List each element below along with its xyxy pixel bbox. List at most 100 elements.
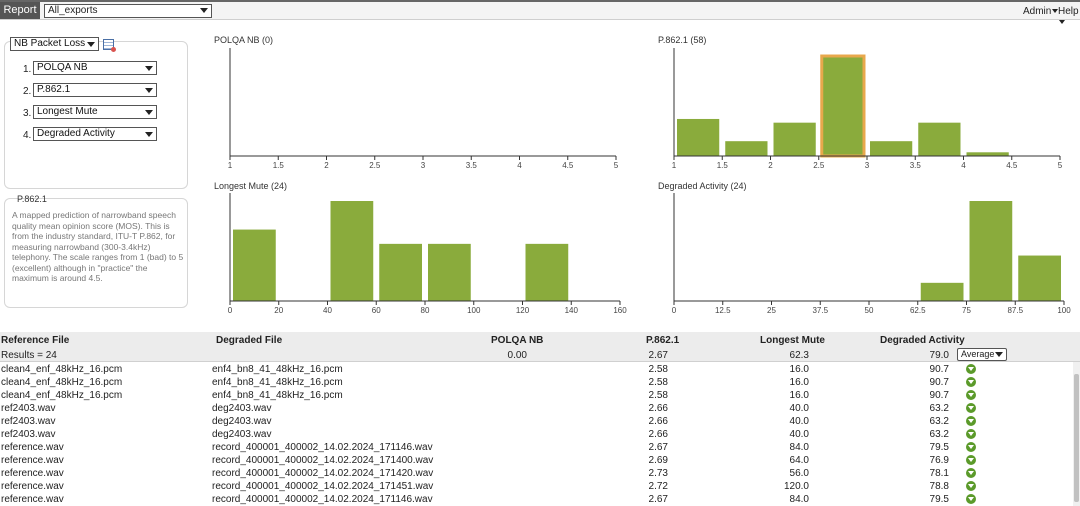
- cell-p862: 2.66: [648, 429, 668, 440]
- cell-p862: 2.67: [648, 442, 668, 453]
- download-arrow-icon[interactable]: [966, 403, 976, 413]
- table-row[interactable]: clean4_enf_48kHz_16.pcm enf4_bn8_41_48kHz…: [0, 364, 1072, 377]
- histogram-bar: [525, 243, 569, 301]
- cell-reference-file: ref2403.wav: [1, 403, 56, 414]
- x-tick-label: 62.5: [910, 306, 926, 315]
- download-arrow-icon[interactable]: [966, 429, 976, 439]
- table-row[interactable]: reference.wav record_400001_400002_14.02.…: [0, 481, 1072, 494]
- chart-3-metric-select[interactable]: Longest Mute: [33, 105, 157, 119]
- table-row[interactable]: ref2403.wav deg2403.wav 2.66 40.0 63.2: [0, 429, 1072, 442]
- download-arrow-icon[interactable]: [966, 390, 976, 400]
- x-tick-label: 3.5: [466, 161, 478, 170]
- x-tick-label: 75: [962, 306, 971, 315]
- x-tick-label: 2: [768, 161, 773, 170]
- header-degraded-activity[interactable]: Degraded Activity: [880, 335, 965, 346]
- item-number: 3.: [23, 108, 32, 119]
- download-arrow-icon[interactable]: [966, 364, 976, 374]
- cell-reference-file: reference.wav: [1, 481, 64, 492]
- table-scrollbar[interactable]: [1073, 362, 1080, 506]
- x-tick-label: 160: [613, 306, 627, 315]
- cell-longest-mute: 120.0: [783, 481, 809, 492]
- results-summary-row: Results = 24 0.00 2.67 62.3 79.0: [0, 348, 1080, 362]
- x-tick-label: 2.5: [369, 161, 381, 170]
- download-arrow-icon[interactable]: [966, 377, 976, 387]
- cell-degraded-file: record_400001_400002_14.02.2024_171420.w…: [212, 468, 434, 479]
- x-tick-label: 3: [421, 161, 426, 170]
- description-title: P.862.1: [17, 194, 47, 204]
- header-polqa-nb[interactable]: POLQA NB: [491, 335, 544, 346]
- chevron-down-icon: [87, 42, 95, 47]
- download-arrow-icon[interactable]: [966, 494, 976, 504]
- summary-p862: 2.67: [648, 350, 668, 361]
- table-row[interactable]: ref2403.wav deg2403.wav 2.66 40.0 63.2: [0, 403, 1072, 416]
- x-tick-label: 4: [961, 161, 966, 170]
- results-count: Results = 24: [1, 350, 57, 361]
- header-degraded-file[interactable]: Degraded File: [216, 335, 283, 346]
- x-tick-label: 4.5: [562, 161, 574, 170]
- cell-longest-mute: 40.0: [789, 416, 809, 427]
- cell-p862: 2.69: [648, 455, 668, 466]
- cell-p862: 2.67: [648, 494, 668, 505]
- x-tick-label: 2: [324, 161, 329, 170]
- cell-longest-mute: 64.0: [789, 455, 809, 466]
- cell-p862: 2.58: [648, 377, 668, 388]
- table-row[interactable]: reference.wav record_400001_400002_14.02.…: [0, 494, 1072, 506]
- histogram-bar: [330, 201, 374, 301]
- cell-reference-file: ref2403.wav: [1, 416, 56, 427]
- x-tick-label: 1.5: [273, 161, 285, 170]
- cell-p862: 2.66: [648, 403, 668, 414]
- chevron-down-icon: [1059, 20, 1065, 25]
- x-tick-label: 20: [274, 306, 283, 315]
- cell-degraded-activity: 63.2: [929, 416, 949, 427]
- cell-reference-file: clean4_enf_48kHz_16.pcm: [1, 390, 123, 401]
- report-tab[interactable]: Report: [0, 2, 40, 19]
- header-reference-file[interactable]: Reference File: [1, 335, 70, 346]
- download-arrow-icon[interactable]: [966, 481, 976, 491]
- download-arrow-icon[interactable]: [966, 455, 976, 465]
- x-tick-label: 3.5: [910, 161, 922, 170]
- chart-4-metric-select[interactable]: Degraded Activity: [33, 127, 157, 141]
- cell-longest-mute: 40.0: [789, 403, 809, 414]
- download-arrow-icon[interactable]: [966, 416, 976, 426]
- chart-2-metric-select[interactable]: P.862.1: [33, 83, 157, 97]
- chart-title-longest-mute: Longest Mute (24): [214, 181, 288, 191]
- chart-4-metric-value: Degraded Activity: [37, 128, 115, 139]
- item-number: 2.: [23, 86, 32, 97]
- table-row[interactable]: ref2403.wav deg2403.wav 2.66 40.0 63.2: [0, 416, 1072, 429]
- export-select[interactable]: All_exports: [44, 4, 212, 18]
- header-p862[interactable]: P.862.1: [646, 335, 680, 346]
- table-row[interactable]: clean4_enf_48kHz_16.pcm enf4_bn8_41_48kHz…: [0, 377, 1072, 390]
- download-arrow-icon[interactable]: [966, 442, 976, 452]
- help-menu-label: Help: [1058, 6, 1079, 17]
- cell-degraded-activity: 78.8: [929, 481, 949, 492]
- cell-degraded-file: enf4_bn8_41_48kHz_16.pcm: [212, 390, 343, 401]
- table-row[interactable]: reference.wav record_400001_400002_14.02.…: [0, 468, 1072, 481]
- scrollbar-thumb[interactable]: [1074, 374, 1079, 502]
- chart-title-polqa: POLQA NB (0): [214, 35, 274, 45]
- x-tick-label: 87.5: [1007, 306, 1023, 315]
- cell-degraded-activity: 90.7: [929, 377, 949, 388]
- cell-p862: 2.58: [648, 364, 668, 375]
- table-row[interactable]: reference.wav record_400001_400002_14.02.…: [0, 455, 1072, 468]
- x-tick-label: 25: [767, 306, 776, 315]
- degraded-activity-histogram: 0 12.5 25 37.5 50 62.5 75 87.5 100: [672, 193, 1071, 315]
- polqa-nb-histogram: 1 1.5 2 2.5 3 3.5 4 4.5 5: [228, 48, 619, 170]
- table-row[interactable]: reference.wav record_400001_400002_14.02.…: [0, 442, 1072, 455]
- cell-degraded-file: record_400001_400002_14.02.2024_171146.w…: [212, 442, 433, 453]
- cell-degraded-file: enf4_bn8_41_48kHz_16.pcm: [212, 364, 343, 375]
- download-arrow-icon[interactable]: [966, 468, 976, 478]
- aggregate-select[interactable]: Average: [957, 348, 1007, 361]
- chevron-down-icon: [1052, 9, 1059, 14]
- chevron-down-icon: [145, 88, 153, 93]
- table-row[interactable]: clean4_enf_48kHz_16.pcm enf4_bn8_41_48kHz…: [0, 390, 1072, 403]
- cell-degraded-file: record_400001_400002_14.02.2024_171451.w…: [212, 481, 434, 492]
- metric-select[interactable]: NB Packet Loss: [10, 37, 99, 51]
- admin-menu[interactable]: Admin: [1023, 6, 1059, 17]
- cell-degraded-activity: 63.2: [929, 429, 949, 440]
- chart-1-metric-select[interactable]: POLQA NB: [33, 61, 157, 75]
- table-view-icon[interactable]: [103, 39, 116, 52]
- help-menu[interactable]: Help: [1058, 6, 1080, 28]
- cell-longest-mute: 16.0: [789, 364, 809, 375]
- header-longest-mute[interactable]: Longest Mute: [760, 335, 825, 346]
- cell-longest-mute: 16.0: [789, 377, 809, 388]
